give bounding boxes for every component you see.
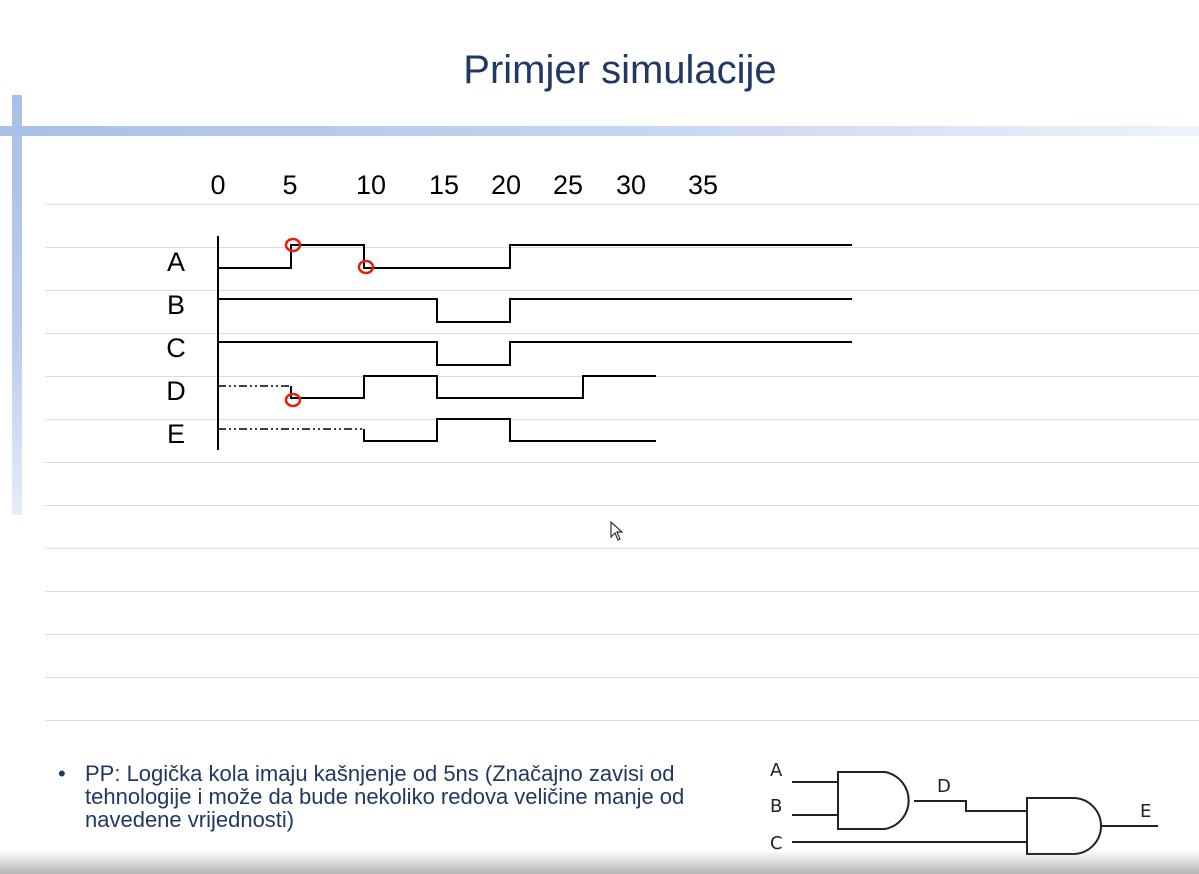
waveform-b	[218, 298, 852, 323]
ruled-line	[45, 204, 1199, 205]
wire-d	[914, 800, 1027, 812]
accent-bar-vertical	[12, 95, 22, 515]
highlight-mark	[284, 392, 302, 408]
circuit-input-c-label: C	[770, 833, 783, 854]
time-tick-label: 35	[687, 170, 719, 200]
ruled-line	[45, 505, 1199, 506]
circuit-d-label: D	[937, 776, 951, 797]
time-tick-label: 30	[615, 170, 647, 200]
signal-label-c: C	[166, 333, 186, 363]
bottom-shadow	[0, 850, 1199, 874]
waveform-a	[218, 244, 852, 269]
circuit-output-e-label: E	[1140, 801, 1152, 822]
time-tick-label: 15	[428, 170, 460, 200]
ruled-line	[45, 634, 1199, 635]
ruled-line	[45, 548, 1199, 549]
signal-label-e: E	[166, 419, 185, 449]
circuit-input-b-label: B	[770, 796, 783, 817]
ruled-line	[45, 290, 1199, 291]
ruled-line	[45, 591, 1199, 592]
bullet-marker: •	[58, 761, 66, 786]
accent-bar-horizontal	[0, 126, 1199, 136]
ruled-line	[45, 247, 1199, 248]
and-gate-1	[837, 771, 910, 830]
slide-title: Primjer simulacije	[463, 48, 777, 92]
time-tick-label: 10	[355, 170, 387, 200]
ruled-line	[45, 720, 1199, 721]
signal-label-d: D	[166, 376, 186, 406]
waveform-e	[363, 418, 656, 442]
ruled-line	[45, 333, 1199, 334]
time-tick-label: 0	[210, 170, 226, 200]
signal-label-a: A	[166, 247, 185, 277]
highlight-mark	[357, 259, 375, 275]
time-tick-label: 25	[552, 170, 584, 200]
signal-label-b: B	[166, 290, 185, 320]
circuit-input-a-label: A	[770, 760, 783, 781]
waveform-d	[290, 375, 656, 399]
highlight-mark	[284, 237, 302, 253]
ruled-line	[45, 462, 1199, 463]
bullet-text: PP: Logička kola imaju kašnjenje od 5ns …	[85, 761, 685, 832]
and-gate-2	[1026, 797, 1102, 855]
time-tick-label: 20	[490, 170, 522, 200]
time-tick-label: 5	[282, 170, 298, 200]
ruled-line	[45, 677, 1199, 678]
ruled-line	[45, 419, 1199, 420]
mouse-cursor-icon	[610, 521, 624, 541]
waveform-c	[218, 341, 852, 366]
